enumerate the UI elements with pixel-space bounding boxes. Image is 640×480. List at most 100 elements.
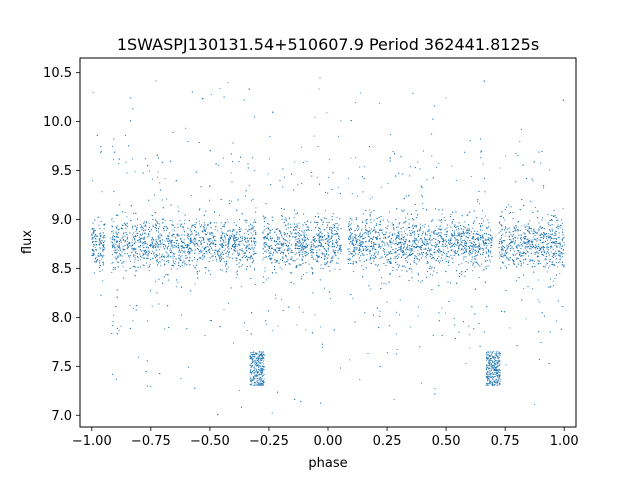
data-point (327, 176, 330, 178)
data-point (275, 297, 277, 299)
data-point (187, 253, 189, 255)
data-point (215, 258, 217, 260)
data-point (513, 254, 515, 256)
data-point (118, 232, 120, 234)
data-point (300, 243, 302, 245)
data-point (352, 254, 354, 256)
data-point (245, 229, 247, 231)
data-point (122, 266, 124, 268)
data-point (513, 243, 515, 245)
data-point (351, 223, 353, 225)
data-point (195, 267, 197, 269)
data-point (228, 255, 230, 257)
data-point (491, 241, 493, 243)
data-point (487, 236, 489, 239)
data-point (429, 232, 431, 234)
data-point (336, 247, 338, 249)
data-point (271, 412, 273, 414)
data-point (364, 312, 366, 314)
data-point (98, 255, 101, 257)
data-point (298, 306, 300, 308)
data-point (364, 224, 366, 227)
data-point (93, 228, 95, 230)
data-point (112, 321, 114, 323)
data-point (383, 242, 385, 244)
data-point (209, 273, 212, 275)
data-point (510, 239, 512, 241)
data-point (411, 248, 413, 250)
data-point (180, 378, 182, 380)
data-point (539, 226, 541, 228)
data-point (290, 223, 292, 225)
data-point (174, 230, 176, 232)
data-point (97, 252, 100, 255)
data-point (158, 249, 160, 251)
data-point (158, 243, 160, 245)
data-point (356, 241, 359, 243)
data-point (398, 243, 400, 245)
data-point (433, 258, 435, 260)
data-point (427, 250, 429, 252)
data-point (278, 238, 280, 240)
data-point (113, 266, 115, 269)
data-point (165, 256, 167, 258)
data-point (372, 260, 374, 262)
data-point (511, 247, 513, 249)
data-point (505, 155, 507, 157)
data-point (509, 259, 511, 261)
data-point (157, 176, 159, 178)
data-point (418, 252, 420, 254)
data-point (111, 271, 113, 273)
data-point (559, 227, 561, 229)
data-point (546, 271, 548, 273)
data-point (382, 241, 385, 243)
data-point (102, 250, 104, 252)
data-point (478, 223, 480, 225)
data-point (151, 305, 153, 307)
data-point (417, 272, 419, 274)
data-point (173, 246, 175, 248)
data-point (472, 245, 474, 247)
data-point (143, 265, 145, 267)
data-point (92, 91, 94, 94)
data-point (298, 222, 300, 224)
data-point (553, 235, 555, 237)
data-point (338, 224, 340, 226)
data-point (294, 254, 296, 256)
data-point (444, 312, 446, 314)
data-point (163, 260, 165, 262)
data-point (143, 221, 145, 223)
data-point (169, 241, 171, 243)
data-point (422, 150, 424, 152)
data-point (509, 227, 511, 229)
data-point (112, 269, 114, 271)
data-point (320, 267, 322, 269)
data-point (396, 255, 398, 257)
data-point (101, 269, 103, 271)
data-point (203, 222, 205, 224)
data-point (327, 240, 329, 242)
data-point (118, 329, 120, 331)
data-point (414, 241, 416, 243)
data-point (224, 248, 227, 250)
data-point (407, 255, 409, 257)
data-point (268, 158, 270, 160)
data-point (484, 239, 486, 242)
data-point (389, 258, 391, 261)
data-point (395, 240, 397, 242)
data-point (99, 264, 101, 267)
data-point (297, 234, 299, 236)
data-point (544, 252, 546, 254)
data-point (293, 217, 295, 219)
data-point (348, 254, 350, 256)
data-point (459, 236, 462, 238)
data-point (508, 263, 510, 265)
data-point (287, 224, 289, 226)
data-point (553, 285, 555, 287)
data-point (420, 382, 422, 384)
data-point (390, 243, 392, 245)
data-point (275, 243, 277, 245)
data-point (406, 252, 408, 254)
data-point (240, 260, 242, 262)
data-point (559, 251, 561, 253)
